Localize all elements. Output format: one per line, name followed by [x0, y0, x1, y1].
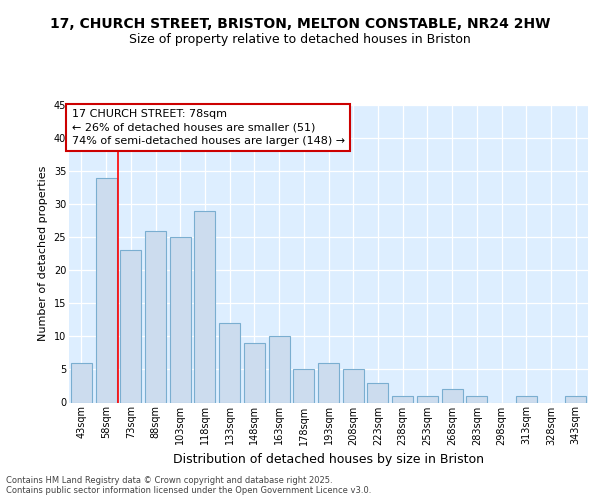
Y-axis label: Number of detached properties: Number of detached properties [38, 166, 48, 342]
Bar [466, 396, 487, 402]
Bar [71, 363, 92, 403]
Bar [219, 323, 240, 402]
Bar [318, 363, 339, 403]
Bar [120, 250, 141, 402]
X-axis label: Distribution of detached houses by size in Briston: Distribution of detached houses by size … [173, 453, 484, 466]
Bar [293, 370, 314, 402]
Bar [392, 396, 413, 402]
Bar [565, 396, 586, 402]
Bar [170, 237, 191, 402]
Text: Size of property relative to detached houses in Briston: Size of property relative to detached ho… [129, 32, 471, 46]
Bar [244, 343, 265, 402]
Bar [269, 336, 290, 402]
Bar [145, 230, 166, 402]
Bar [417, 396, 438, 402]
Bar [442, 390, 463, 402]
Text: 17, CHURCH STREET, BRISTON, MELTON CONSTABLE, NR24 2HW: 17, CHURCH STREET, BRISTON, MELTON CONST… [50, 18, 550, 32]
Bar [95, 178, 116, 402]
Text: 17 CHURCH STREET: 78sqm
← 26% of detached houses are smaller (51)
74% of semi-de: 17 CHURCH STREET: 78sqm ← 26% of detache… [71, 110, 345, 146]
Bar [367, 382, 388, 402]
Bar [516, 396, 537, 402]
Bar [194, 211, 215, 402]
Text: Contains HM Land Registry data © Crown copyright and database right 2025.
Contai: Contains HM Land Registry data © Crown c… [6, 476, 371, 495]
Bar [343, 370, 364, 402]
